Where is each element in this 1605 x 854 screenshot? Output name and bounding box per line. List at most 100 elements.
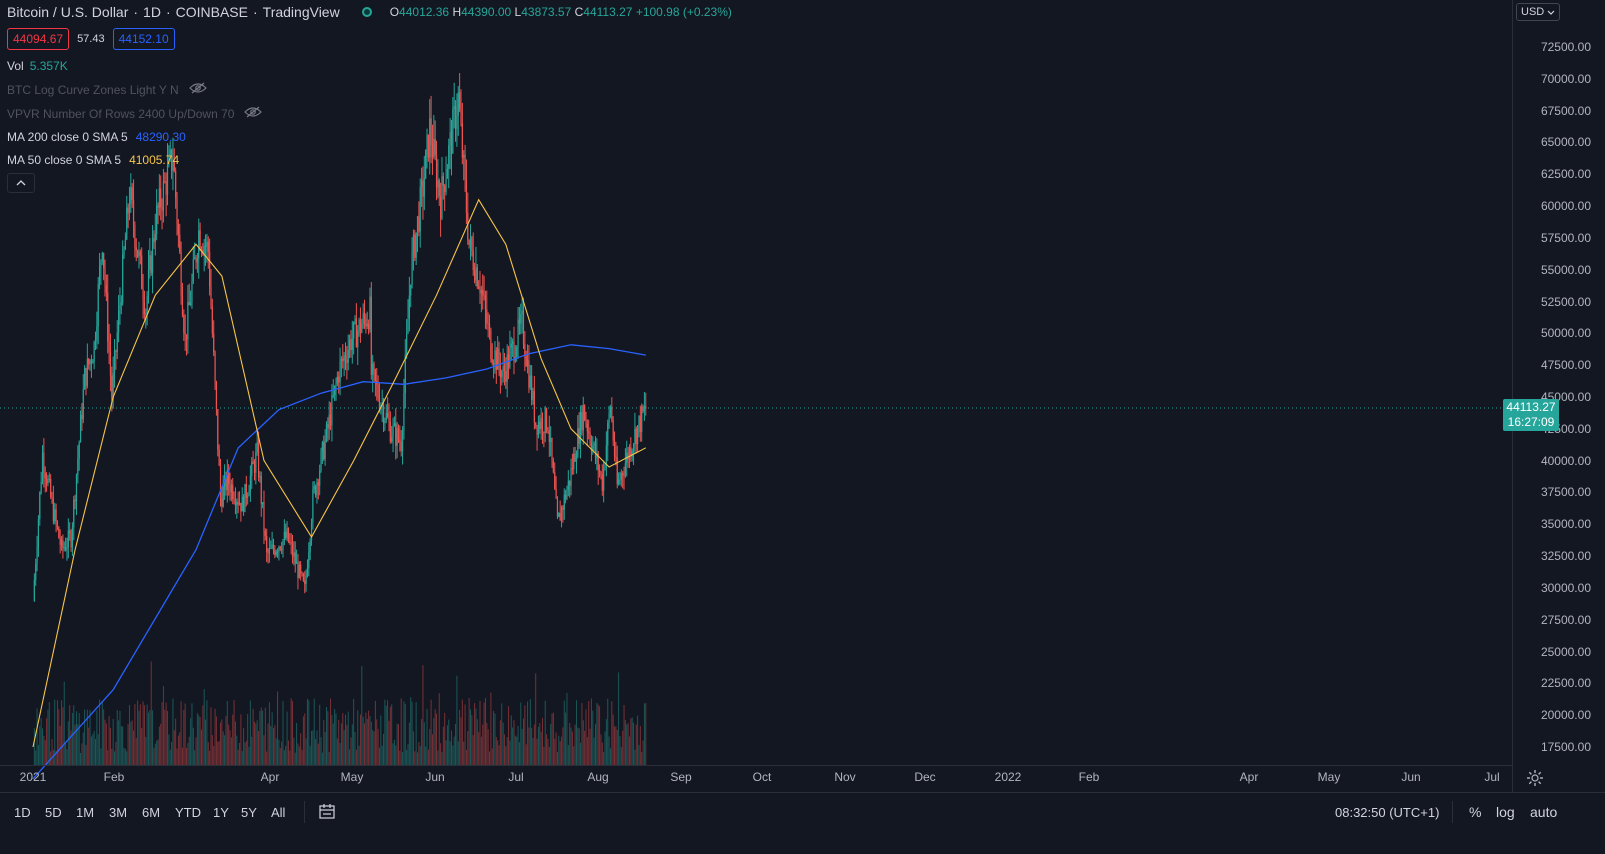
volume-bar [325,707,327,765]
candle-body [158,188,160,208]
candle-body [86,358,88,386]
eye-off-icon[interactable] [244,106,263,121]
volume-bar [162,686,164,765]
range-6m-button[interactable]: 6M [142,805,161,820]
sell-price-button[interactable]: 44094.67 [7,28,70,50]
candle-body [206,241,208,247]
candle-body [359,319,362,333]
volume-bar [631,717,633,765]
currency-label: USD [1521,6,1545,18]
volume-bar [115,741,117,765]
candle-body [170,149,173,171]
volume-bar [467,731,469,765]
candle-body [370,296,372,375]
price-axis[interactable]: 72500.00 70000.00 67500.00 65000.00 62500.00… [1512,0,1605,765]
candle-body [255,452,257,473]
volume-bar [158,726,160,765]
candle-body [552,460,554,473]
gear-icon[interactable] [1526,769,1544,787]
candle-body [578,428,580,444]
calendar-icon[interactable] [318,803,336,821]
currency-selector[interactable]: USD [1516,3,1561,21]
range-1m-button[interactable]: 1M [76,805,95,820]
log-scale-button[interactable]: log [1496,804,1515,820]
range-3m-button[interactable]: 3M [109,805,128,820]
volume-bar [192,727,194,765]
candle-body [384,420,386,424]
volume-bar [378,747,380,765]
candle-body [153,237,155,242]
candle-body [442,176,444,186]
volume-bar [210,707,212,765]
candle-body [247,495,249,498]
candle-body [426,134,428,151]
candle-body [304,580,306,584]
volume-bar [575,700,577,765]
candle-body [344,355,347,361]
candle-body [266,535,268,552]
range-5y-button[interactable]: 5Y [241,805,257,820]
range-ytd-button[interactable]: YTD [175,805,201,820]
volume-bar [168,734,170,765]
volume-bar [331,715,333,765]
candle-body [566,489,568,500]
volume-bar [241,751,243,765]
percent-scale-button[interactable]: % [1469,804,1482,820]
volume-bar [39,726,41,765]
volume-bar [164,709,166,765]
clock-timezone[interactable]: 08:32:50 (UTC+1) [1335,805,1440,820]
volume-bar [103,709,105,765]
volume-bar [436,713,438,765]
volume-bar [74,724,76,765]
auto-scale-button[interactable]: auto [1530,804,1558,820]
interval-label[interactable]: 1D [143,4,161,20]
candle-body [353,322,355,339]
candle-body [354,318,356,323]
eye-off-icon[interactable] [188,82,207,97]
candle-body [435,154,438,188]
volume-bar [408,722,410,765]
candle-body [294,552,296,564]
range-5d-button[interactable]: 5D [45,805,62,820]
volume-bar [43,735,45,765]
indicator-ma200[interactable]: MA 200 close 0 SMA 5 48290.30 [7,130,186,144]
candle-body [334,385,336,396]
candle-body [89,360,91,365]
range-1d-button[interactable]: 1D [14,805,31,820]
candle-body [569,480,571,486]
volume-bar [51,739,53,765]
volume-bar [627,723,629,765]
candle-body [289,541,291,543]
candle-body [531,375,533,400]
range-1y-button[interactable]: 1Y [213,805,229,820]
volume-bar [336,738,338,765]
volume-bar [275,738,277,765]
indicator-log-curve[interactable]: BTC Log Curve Zones Light Y N [7,82,207,97]
volume-bar [186,748,188,765]
range-all-button[interactable]: All [271,805,286,820]
price-tick-label: 20000.00 [1540,708,1591,723]
buy-price-button[interactable]: 44152.10 [112,28,175,50]
volume-bar [567,745,569,765]
ohlc-values: O44012.36 H44390.00 L43873.57 C44113.27 … [389,5,732,19]
vpvr-label: VPVR Number Of Rows 2400 Up/Down 70 [7,106,235,121]
candle-body [149,255,151,270]
x-axis-border [0,765,1512,766]
symbol-name[interactable]: Bitcoin / U.S. Dollar [7,4,129,20]
indicator-vpvr[interactable]: VPVR Number Of Rows 2400 Up/Down 70 [7,106,263,121]
volume-bar [266,751,268,765]
volume-bar [470,709,472,765]
volume-bar [461,699,463,765]
volume-bar [422,665,424,765]
candle-body [422,180,424,197]
collapse-legend-button[interactable] [7,173,35,193]
candle-body [588,431,590,433]
volume-bar [213,746,215,765]
volume-bar [126,751,128,765]
indicator-volume[interactable]: Vol 5.357K [7,59,68,73]
volume-bar [290,698,292,765]
indicator-ma50[interactable]: MA 50 close 0 SMA 5 41005.74 [7,153,179,167]
candle-body [160,188,162,208]
candle-body [332,395,334,397]
